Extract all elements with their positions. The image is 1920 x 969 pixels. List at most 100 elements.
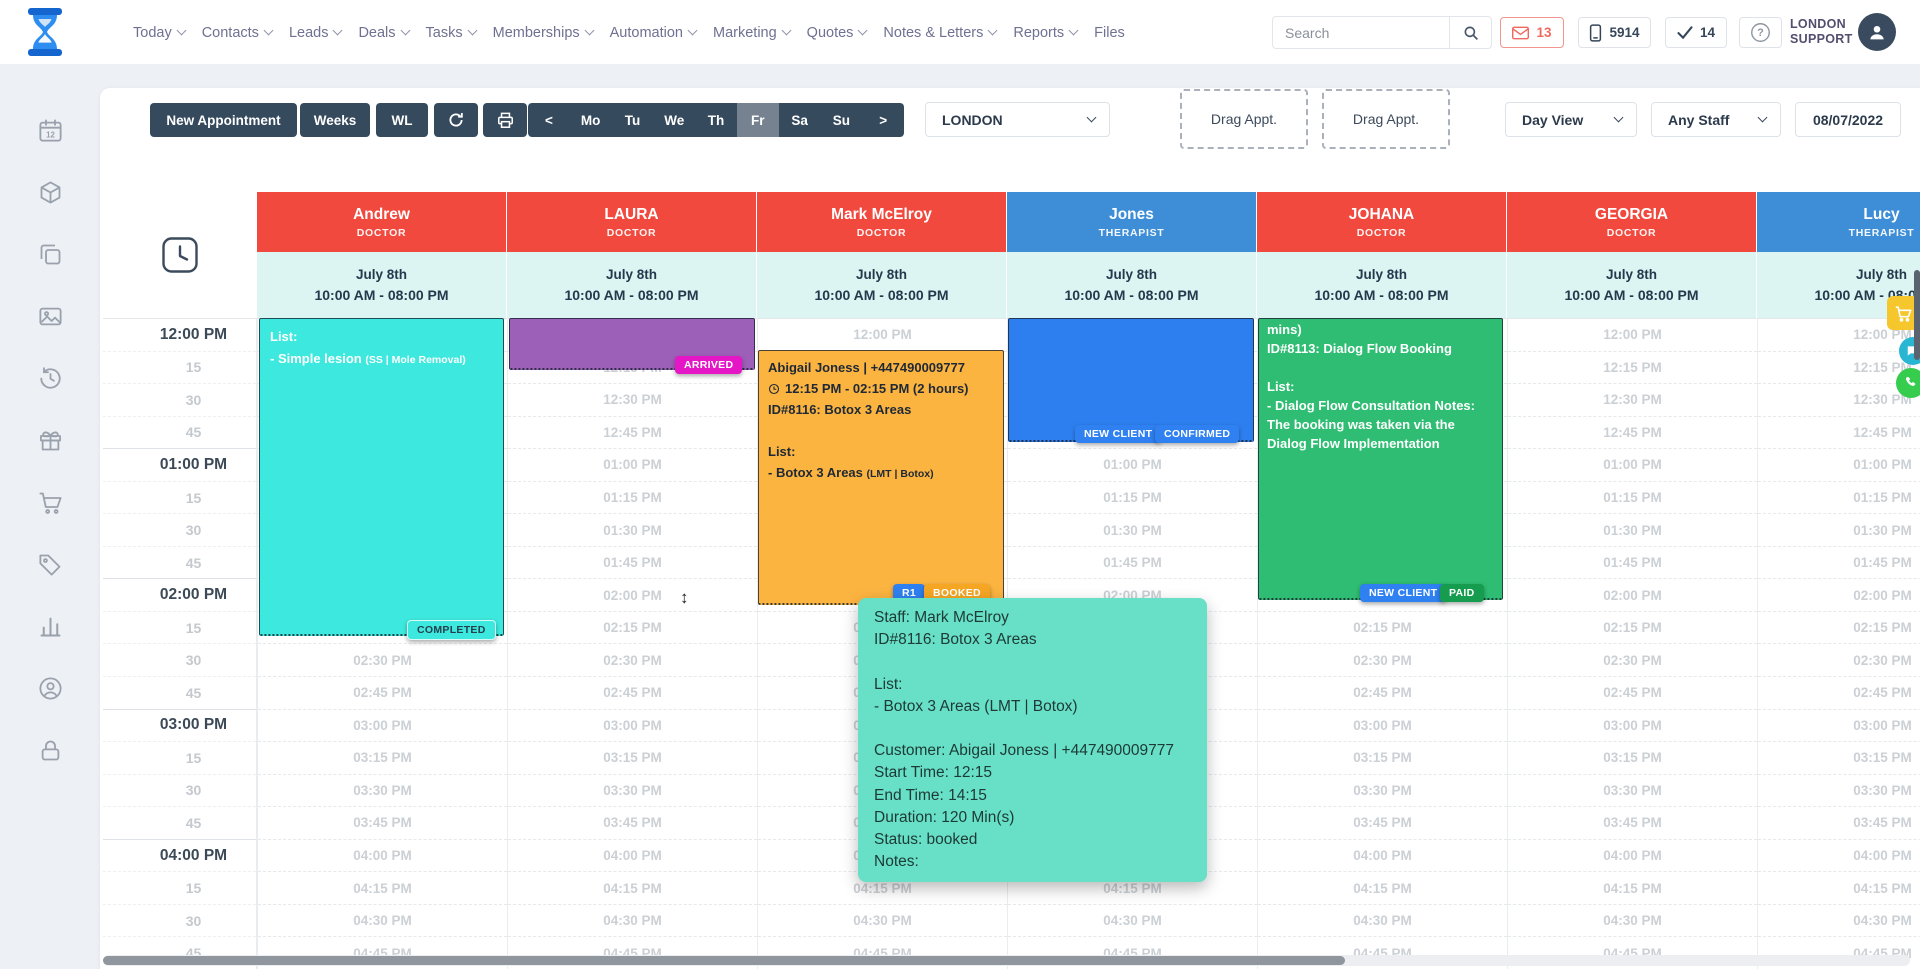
next-day-button[interactable]: > xyxy=(879,112,888,128)
time-slot[interactable]: 02:00 PM xyxy=(1508,579,1757,612)
nav-item-files[interactable]: Files xyxy=(1094,25,1125,41)
lock-icon[interactable] xyxy=(37,737,64,764)
time-slot[interactable]: 04:30 PM xyxy=(1008,905,1257,938)
nav-item-contacts[interactable]: Contacts xyxy=(202,25,274,41)
nav-item-today[interactable]: Today xyxy=(133,25,187,41)
time-slot[interactable]: 04:30 PM xyxy=(258,905,507,938)
gift-icon[interactable] xyxy=(37,427,64,454)
time-slot[interactable]: 02:15 PM xyxy=(1508,612,1757,645)
whatsapp-float-button[interactable] xyxy=(1896,368,1920,398)
new-appointment-button[interactable]: New Appointment xyxy=(150,103,297,137)
time-slot[interactable]: 03:00 PM xyxy=(258,710,507,743)
nav-item-quotes[interactable]: Quotes xyxy=(807,25,868,41)
day-tab-sa[interactable]: Sa xyxy=(791,112,808,128)
chart-icon[interactable] xyxy=(37,613,64,640)
waitlist-button[interactable]: WL xyxy=(376,103,428,137)
time-slot[interactable]: 03:30 PM xyxy=(1508,775,1757,808)
time-slot[interactable]: 01:00 PM xyxy=(1758,449,1920,482)
time-slot[interactable]: 02:45 PM xyxy=(258,677,507,710)
time-slot[interactable]: 04:30 PM xyxy=(758,905,1007,938)
time-slot[interactable]: 03:45 PM xyxy=(258,807,507,840)
time-slot[interactable]: 02:00 PM xyxy=(508,579,757,612)
time-slot[interactable]: 02:45 PM xyxy=(1508,677,1757,710)
time-slot[interactable]: 02:30 PM xyxy=(1508,644,1757,678)
app-logo-icon[interactable] xyxy=(24,7,66,62)
time-slot[interactable]: 12:45 PM xyxy=(508,417,757,450)
calendar-icon[interactable]: 12 xyxy=(37,117,64,144)
history-icon[interactable] xyxy=(37,365,64,392)
day-tab-fr[interactable]: Fr xyxy=(736,103,779,137)
time-slot[interactable]: 02:15 PM xyxy=(508,612,757,645)
time-slot[interactable]: 03:45 PM xyxy=(1508,807,1757,840)
time-slot[interactable]: 01:00 PM xyxy=(508,449,757,482)
nav-item-memberships[interactable]: Memberships xyxy=(493,25,595,41)
date-picker-field[interactable]: 08/07/2022 xyxy=(1795,102,1901,137)
view-mode-select[interactable]: Day View xyxy=(1505,102,1637,137)
time-slot[interactable]: 04:30 PM xyxy=(508,905,757,938)
time-slot[interactable]: 04:15 PM xyxy=(258,872,507,905)
time-slot[interactable]: 12:30 PM xyxy=(508,384,757,417)
search-input[interactable] xyxy=(1273,24,1449,41)
time-slot[interactable]: 03:15 PM xyxy=(1258,742,1507,775)
time-slot[interactable]: 04:00 PM xyxy=(1508,840,1757,873)
day-tab-we[interactable]: We xyxy=(664,112,685,128)
cart-icon[interactable] xyxy=(37,489,64,516)
time-slot[interactable]: 01:30 PM xyxy=(1008,514,1257,547)
copy-icon[interactable] xyxy=(37,241,64,268)
appointment-mark-botox[interactable]: Abigail Joness | +447490009777 12:15 PM … xyxy=(758,350,1004,605)
time-slot[interactable]: 12:45 PM xyxy=(1758,417,1920,450)
time-slot[interactable]: 02:15 PM xyxy=(1758,612,1920,645)
time-slot[interactable]: 01:45 PM xyxy=(1758,547,1920,580)
time-slot[interactable]: 03:00 PM xyxy=(508,710,757,743)
nav-item-deals[interactable]: Deals xyxy=(358,25,410,41)
day-tab-mo[interactable]: Mo xyxy=(580,112,601,128)
time-slot[interactable]: 03:00 PM xyxy=(1508,710,1757,743)
staff-column-header-andrew[interactable]: Andrew DOCTOR xyxy=(257,192,506,252)
mail-button[interactable]: 13 xyxy=(1500,17,1564,48)
time-slot[interactable]: 02:15 PM xyxy=(1258,612,1507,645)
time-slot[interactable]: 01:15 PM xyxy=(1508,482,1757,515)
help-button[interactable]: ? xyxy=(1739,17,1782,48)
prev-day-button[interactable]: < xyxy=(544,112,553,128)
vertical-scrollbar[interactable] xyxy=(1914,270,1920,360)
time-slot[interactable]: 12:15 PM xyxy=(1758,352,1920,385)
time-slot[interactable]: 03:30 PM xyxy=(508,775,757,808)
package-icon[interactable] xyxy=(37,179,64,206)
time-slot[interactable]: 01:15 PM xyxy=(1008,482,1257,515)
drag-appointment-slot-2[interactable]: Drag Appt. xyxy=(1322,89,1450,149)
time-slot[interactable]: 02:30 PM xyxy=(508,644,757,678)
nav-item-notes-letters[interactable]: Notes & Letters xyxy=(883,25,998,41)
time-slot[interactable]: 12:45 PM xyxy=(1508,417,1757,450)
avatar[interactable] xyxy=(1858,13,1896,51)
time-slot[interactable]: 03:30 PM xyxy=(1258,775,1507,808)
time-slot[interactable]: 12:00 PM xyxy=(758,319,1007,352)
time-slot[interactable]: 03:45 PM xyxy=(508,807,757,840)
staff-column-header-johana[interactable]: JOHANA DOCTOR xyxy=(1257,192,1506,252)
time-slot[interactable]: 03:15 PM xyxy=(258,742,507,775)
time-slot[interactable]: 04:00 PM xyxy=(1758,840,1920,873)
staff-column-header-lucy[interactable]: Lucy THERAPIST xyxy=(1757,192,1920,252)
staff-column-header-laura[interactable]: LAURA DOCTOR xyxy=(507,192,756,252)
search-icon[interactable] xyxy=(1449,17,1491,48)
weeks-button[interactable]: Weeks xyxy=(300,103,370,137)
support-icon[interactable] xyxy=(37,675,64,702)
nav-item-leads[interactable]: Leads xyxy=(289,25,343,41)
time-slot[interactable]: 12:30 PM xyxy=(1758,384,1920,417)
horizontal-scrollbar-thumb[interactable] xyxy=(103,956,1345,965)
time-slot[interactable]: 03:30 PM xyxy=(1758,775,1920,808)
time-slot[interactable]: 02:30 PM xyxy=(258,644,507,678)
time-slot[interactable]: 04:15 PM xyxy=(508,872,757,905)
time-slot[interactable]: 01:00 PM xyxy=(1008,449,1257,482)
nav-item-marketing[interactable]: Marketing xyxy=(713,25,792,41)
time-slot[interactable]: 03:15 PM xyxy=(1758,742,1920,775)
day-tab-tu[interactable]: Tu xyxy=(624,112,641,128)
time-slot[interactable]: 04:15 PM xyxy=(1008,872,1257,905)
staff-column-header-jones[interactable]: Jones THERAPIST xyxy=(1007,192,1256,252)
nav-item-reports[interactable]: Reports xyxy=(1013,25,1079,41)
nav-item-automation[interactable]: Automation xyxy=(610,25,698,41)
time-slot[interactable]: 01:15 PM xyxy=(508,482,757,515)
day-tab-th[interactable]: Th xyxy=(707,112,725,128)
staff-column-header-georgia[interactable]: GEORGIA DOCTOR xyxy=(1507,192,1756,252)
time-slot[interactable]: 01:30 PM xyxy=(508,514,757,547)
time-slot[interactable]: 01:45 PM xyxy=(1008,547,1257,580)
